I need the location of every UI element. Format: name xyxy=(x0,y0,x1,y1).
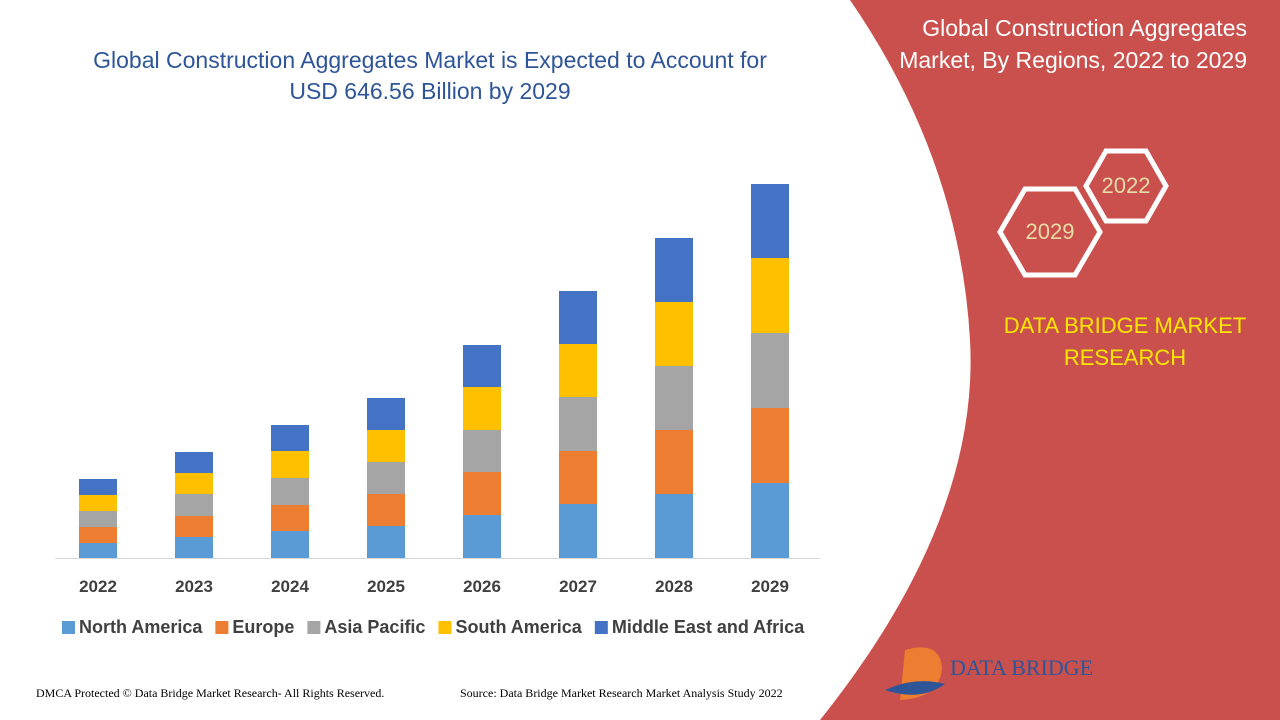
bar-segment xyxy=(463,345,501,387)
bar-segment xyxy=(463,430,501,472)
legend-label: North America xyxy=(79,617,203,637)
footer-left: DMCA Protected © Data Bridge Market Rese… xyxy=(36,686,385,700)
bar-segment xyxy=(175,473,213,494)
x-tick-label: 2023 xyxy=(175,577,213,596)
bar-segment xyxy=(271,531,309,558)
legend-label: Europe xyxy=(232,617,294,637)
bar-segment xyxy=(655,302,693,366)
bar-segment xyxy=(463,515,501,558)
legend-label: Asia Pacific xyxy=(324,617,425,637)
bar-segment xyxy=(175,516,213,537)
bar-segment xyxy=(751,333,789,408)
footer-right: Source: Data Bridge Market Research Mark… xyxy=(460,686,783,700)
bar-segment xyxy=(655,238,693,302)
bar-segment xyxy=(655,366,693,430)
legend-label: South America xyxy=(455,617,582,637)
hexagon xyxy=(1083,148,1169,224)
x-tick-label: 2025 xyxy=(367,577,405,596)
bar-segment xyxy=(271,478,309,505)
bar-segment xyxy=(271,451,309,478)
x-tick-label: 2024 xyxy=(271,577,309,596)
bar-segment xyxy=(751,184,789,258)
bar-segment xyxy=(175,452,213,473)
bar-segment xyxy=(175,537,213,558)
bar-segment xyxy=(463,387,501,430)
bar-segment xyxy=(367,462,405,494)
legend-swatch xyxy=(307,621,321,634)
bar-segment xyxy=(271,505,309,531)
legend-swatch xyxy=(594,621,608,634)
x-tick-label: 2028 xyxy=(655,577,693,596)
bar-segment xyxy=(79,527,117,543)
chart-title: Global Construction Aggregates Market is… xyxy=(93,47,767,104)
bar-segment xyxy=(175,494,213,516)
logo-icon xyxy=(885,681,945,695)
bar-segment xyxy=(559,344,597,397)
hex-label: 2022 xyxy=(1102,173,1151,198)
bar-segment xyxy=(79,479,117,495)
bar-segment xyxy=(655,430,693,494)
bar-segment xyxy=(367,526,405,558)
bar-segment xyxy=(271,425,309,451)
bar-segment xyxy=(559,451,597,504)
legend-label: Middle East and Africa xyxy=(612,617,805,637)
bar-segment xyxy=(367,494,405,526)
legend-swatch xyxy=(62,621,75,634)
bar-segment xyxy=(751,258,789,333)
x-tick-label: 2027 xyxy=(559,577,597,596)
bar-segment xyxy=(559,291,597,344)
bar-segment xyxy=(751,483,789,558)
bar-segment xyxy=(463,472,501,515)
x-tick-label: 2026 xyxy=(463,577,501,596)
bar-segment xyxy=(655,494,693,558)
hex-label: 2029 xyxy=(1026,219,1075,244)
brand-text: DATA BRIDGE MARKET RESEARCH xyxy=(1003,313,1247,370)
bar-segment xyxy=(79,495,117,511)
x-tick-label: 2029 xyxy=(751,577,789,596)
hexagon xyxy=(997,186,1103,278)
logo-text: DATA BRIDGE xyxy=(950,655,1093,680)
bar-segment xyxy=(79,543,117,558)
legend-swatch xyxy=(438,621,452,634)
bar-segment xyxy=(559,504,597,558)
legend-swatch xyxy=(215,621,229,634)
side-title: Global Construction Aggregates Market, B… xyxy=(899,15,1247,73)
x-tick-label: 2022 xyxy=(79,577,117,596)
bar-segment xyxy=(79,511,117,527)
bar-segment xyxy=(367,430,405,462)
bar-segment xyxy=(559,397,597,451)
bar-segment xyxy=(367,398,405,430)
bar-segment xyxy=(751,408,789,483)
